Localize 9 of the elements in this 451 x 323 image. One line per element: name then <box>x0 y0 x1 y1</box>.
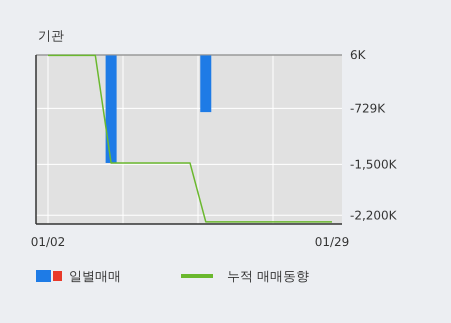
y-tick-label: -729K <box>350 102 386 116</box>
legend-label: 일별매매 <box>69 270 121 285</box>
x-tick-label: 01/29 <box>314 235 350 249</box>
y-tick-label: -2,200K <box>350 208 398 222</box>
chart-title: 기관 <box>38 29 64 44</box>
y-tick-label: 6K <box>350 48 367 62</box>
y-tick-label: -1,500K <box>350 158 398 172</box>
x-tick-label: 01/02 <box>30 235 66 249</box>
legend-label: 누적 매매동향 <box>227 270 310 285</box>
